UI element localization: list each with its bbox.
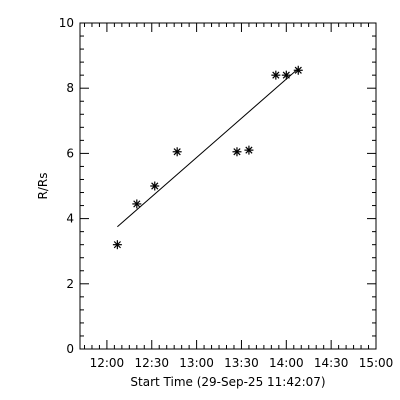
x-tick-label: 13:30	[224, 356, 259, 370]
x-axis-ticks: 12:00 12:30 13:00 13:30 14:00 14:30 15:00	[83, 23, 394, 370]
data-point	[281, 70, 291, 80]
y-tick-label: 2	[66, 277, 74, 291]
data-point	[293, 65, 303, 75]
x-tick-label: 12:30	[134, 356, 169, 370]
y-tick-label: 6	[66, 146, 74, 160]
y-axis-label: R/Rs	[36, 173, 50, 200]
y-tick-label: 8	[66, 81, 74, 95]
x-tick-label: 14:00	[269, 356, 304, 370]
x-tick-label: 14:30	[314, 356, 349, 370]
x-tick-label: 12:00	[90, 356, 125, 370]
x-tick-label: 15:00	[359, 356, 394, 370]
fit-line	[117, 68, 299, 228]
data-point	[232, 147, 242, 157]
data-point	[112, 240, 122, 250]
x-axis-label: Start Time (29-Sep-25 11:42:07)	[130, 375, 325, 389]
data-point	[150, 181, 160, 191]
data-point	[172, 147, 182, 157]
y-tick-label: 4	[66, 212, 74, 226]
x-tick-label: 13:00	[179, 356, 214, 370]
y-tick-label: 10	[59, 16, 74, 30]
data-point	[244, 145, 254, 155]
y-axis-ticks: 0 2 4 6 8 10	[59, 16, 376, 356]
y-tick-label: 0	[66, 342, 74, 356]
data-point	[132, 199, 142, 209]
data-point	[271, 70, 281, 80]
plot-frame	[79, 22, 377, 350]
data-markers	[112, 65, 303, 250]
